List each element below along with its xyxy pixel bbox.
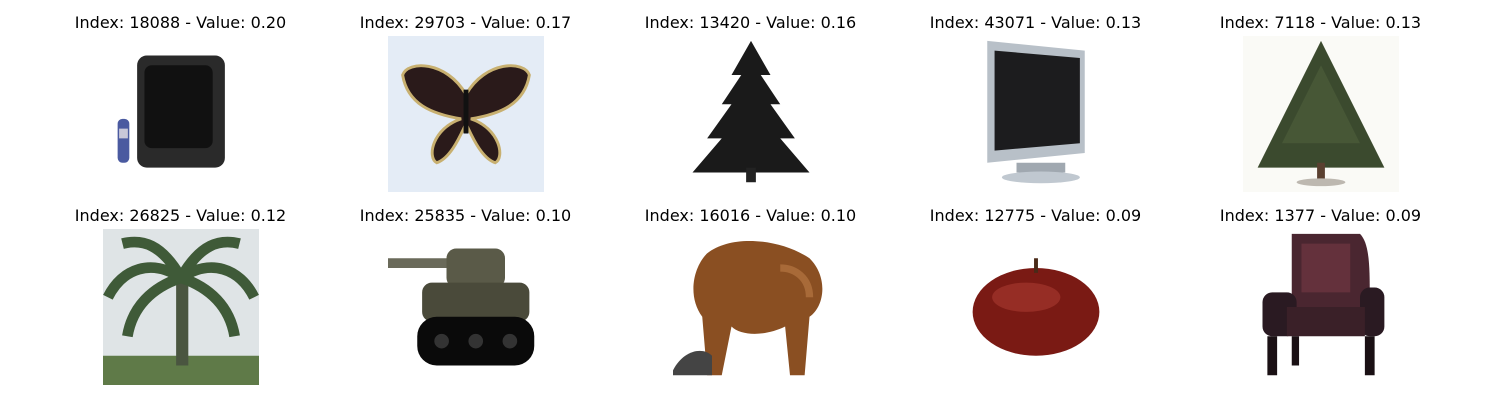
apple-icon	[957, 229, 1114, 385]
panel-title: Index: 43071 - Value: 0.13	[929, 13, 1142, 32]
panel-title: Index: 1377 - Value: 0.09	[1219, 206, 1422, 225]
panel-title: Index: 18088 - Value: 0.20	[74, 13, 287, 32]
image-panel: Index: 13420 - Value: 0.16	[608, 12, 893, 202]
image-panel: Index: 26825 - Value: 0.12	[38, 205, 323, 395]
palm-tree-icon	[102, 229, 259, 385]
image-panel: Index: 29703 - Value: 0.17	[323, 12, 608, 202]
image-panel: Index: 25835 - Value: 0.10	[323, 205, 608, 395]
image-panel: Index: 1377 - Value: 0.09	[1178, 205, 1463, 395]
armchair-icon	[1242, 229, 1399, 385]
panel-title: Index: 26825 - Value: 0.12	[74, 206, 287, 225]
panel-title: Index: 16016 - Value: 0.10	[644, 206, 857, 225]
tree-icon	[1242, 36, 1399, 192]
bear-icon	[672, 229, 829, 385]
panel-title: Index: 7118 - Value: 0.13	[1219, 13, 1422, 32]
image-panel: Index: 16016 - Value: 0.10	[608, 205, 893, 395]
image-panel: Index: 18088 - Value: 0.20	[38, 12, 323, 202]
tank-icon	[387, 229, 544, 385]
panel-title: Index: 12775 - Value: 0.09	[929, 206, 1142, 225]
panel-title: Index: 13420 - Value: 0.16	[644, 13, 857, 32]
pine-tree-icon	[672, 36, 829, 192]
image-panel: Index: 12775 - Value: 0.09	[893, 205, 1178, 395]
image-panel: Index: 43071 - Value: 0.13	[893, 12, 1178, 202]
flat-tv-icon	[957, 36, 1114, 192]
crt-television-icon	[102, 36, 259, 192]
butterfly-icon	[387, 36, 544, 192]
image-panel: Index: 7118 - Value: 0.13	[1178, 12, 1463, 202]
panel-title: Index: 25835 - Value: 0.10	[359, 206, 572, 225]
panel-title: Index: 29703 - Value: 0.17	[359, 13, 572, 32]
